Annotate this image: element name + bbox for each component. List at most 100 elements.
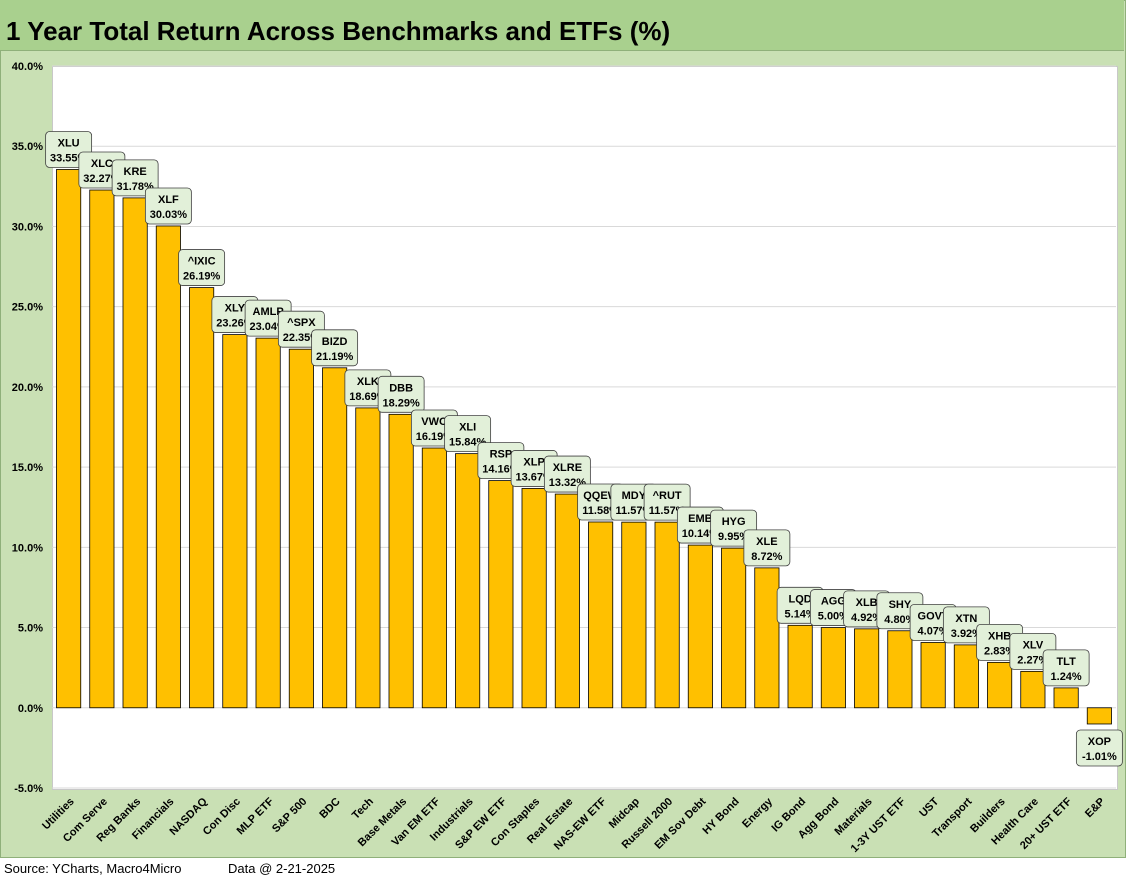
y-tick-label: 30.0% <box>12 221 43 233</box>
bar <box>721 547 747 709</box>
data-label-ticker: MDY <box>622 490 647 502</box>
data-label-value: 23.04% <box>249 321 287 333</box>
x-tick-label: E&P <box>1083 796 1107 820</box>
data-label-value: 13.32% <box>549 477 587 489</box>
data-label-ticker: QQEW <box>583 490 618 502</box>
data-label-value: 21.19% <box>316 351 354 363</box>
title-bar: 1 Year Total Return Across Benchmarks an… <box>0 0 1124 51</box>
bar <box>421 447 447 709</box>
bar <box>388 413 414 709</box>
data-label-value: 10.14% <box>682 528 720 540</box>
data-label-ticker: XLC <box>91 158 113 170</box>
data-label-value: 32.27% <box>83 173 121 185</box>
data-label-ticker: XOP <box>1088 736 1111 748</box>
data-label-ticker: XLF <box>158 194 179 206</box>
bar <box>355 407 381 709</box>
data-label-value: 5.00% <box>818 611 849 623</box>
bar <box>654 521 680 709</box>
y-tick-label: 0.0% <box>18 703 43 715</box>
data-label-ticker: ^IXIC <box>188 256 216 268</box>
data-label-ticker: VWO <box>421 416 448 428</box>
data-label-value: 3.92% <box>951 628 982 640</box>
data-label-ticker: XTN <box>955 613 977 625</box>
data-label-ticker: RSP <box>490 449 513 461</box>
data-label-ticker: XLE <box>756 536 777 548</box>
bar <box>222 334 248 709</box>
data-label-ticker: EMB <box>688 513 713 525</box>
bar <box>255 337 281 709</box>
data-label-ticker: SHY <box>889 599 912 611</box>
data-label-value: 1.24% <box>1051 671 1082 683</box>
data-label-value: 4.80% <box>884 614 915 626</box>
bar <box>621 521 647 709</box>
bar <box>754 567 780 709</box>
data-label-box <box>1042 649 1090 687</box>
data-label-value: 11.58% <box>582 505 619 517</box>
x-tick-label: S&P 500 <box>270 796 309 835</box>
data-label-value: 15.84% <box>449 437 487 449</box>
data-label-ticker: XLB <box>856 597 878 609</box>
data-label-value: 11.57% <box>649 505 686 517</box>
data-label-value: 9.95% <box>718 531 749 543</box>
bar <box>987 661 1013 709</box>
data-label-value: 16.19% <box>416 431 454 443</box>
data-label-box <box>1075 729 1123 767</box>
bar <box>854 628 880 709</box>
bar <box>1053 687 1079 709</box>
data-label-ticker: XLP <box>523 456 544 468</box>
bar <box>687 544 713 709</box>
data-label-value: 2.27% <box>1017 654 1048 666</box>
data-label-box <box>377 375 425 413</box>
data-label-ticker: XLV <box>1023 639 1044 651</box>
y-tick-label: 15.0% <box>12 462 43 474</box>
data-label-ticker: XLRE <box>553 462 582 474</box>
data-label-box <box>111 159 159 197</box>
data-label-box <box>743 529 791 567</box>
data-label-ticker: AMLP <box>253 306 284 318</box>
data-label-ticker: GOVT <box>918 610 949 622</box>
data-label-value: 14.16% <box>482 464 520 476</box>
bar <box>1086 707 1112 725</box>
data-label-value: 13.67% <box>515 471 553 483</box>
data-label-box <box>543 455 591 493</box>
data-label-ticker: XHB <box>988 630 1011 642</box>
data-label-box <box>144 187 192 225</box>
data-label-value: 2.83% <box>984 645 1015 657</box>
y-tick-label: 40.0% <box>12 61 43 73</box>
data-label-value: 23.26% <box>216 318 254 330</box>
x-tick-label: MLP ETF <box>235 795 277 837</box>
x-tick-label: UST <box>917 795 941 819</box>
y-tick-label: 35.0% <box>12 141 43 153</box>
bar <box>155 225 181 709</box>
y-tick-label: 5.0% <box>18 623 43 635</box>
bar <box>588 521 614 709</box>
data-label-value: 4.07% <box>918 625 949 637</box>
data-label-value: 8.72% <box>751 551 782 563</box>
x-tick-label: HY Bond <box>701 796 742 837</box>
bar <box>89 189 115 709</box>
bar <box>820 627 846 709</box>
data-label-value: 18.29% <box>382 397 420 409</box>
chart-title: 1 Year Total Return Across Benchmarks an… <box>6 16 671 46</box>
data-label-value: 31.78% <box>116 181 154 193</box>
x-tick-label: BDC <box>317 796 342 821</box>
bar <box>521 488 547 709</box>
data-label-value: 26.19% <box>183 271 221 283</box>
data-label-box <box>444 415 492 453</box>
data-label-ticker: XLY <box>225 303 246 315</box>
data-label-value: 33.55% <box>50 152 88 164</box>
data-label-ticker: ^SPX <box>287 317 316 329</box>
data-label-ticker: DBB <box>389 382 413 394</box>
source-note: Source: YCharts, Macro4Micro <box>4 861 182 876</box>
bar <box>887 630 913 709</box>
data-label-ticker: XLU <box>58 137 80 149</box>
y-tick-label: 20.0% <box>12 382 43 394</box>
bar <box>122 197 148 709</box>
bar <box>455 453 481 709</box>
bar <box>920 642 946 709</box>
data-label-value: 11.57% <box>616 505 653 517</box>
data-label-value: 5.14% <box>785 608 816 620</box>
bar <box>1020 670 1046 709</box>
data-label-value: 4.92% <box>851 612 882 624</box>
